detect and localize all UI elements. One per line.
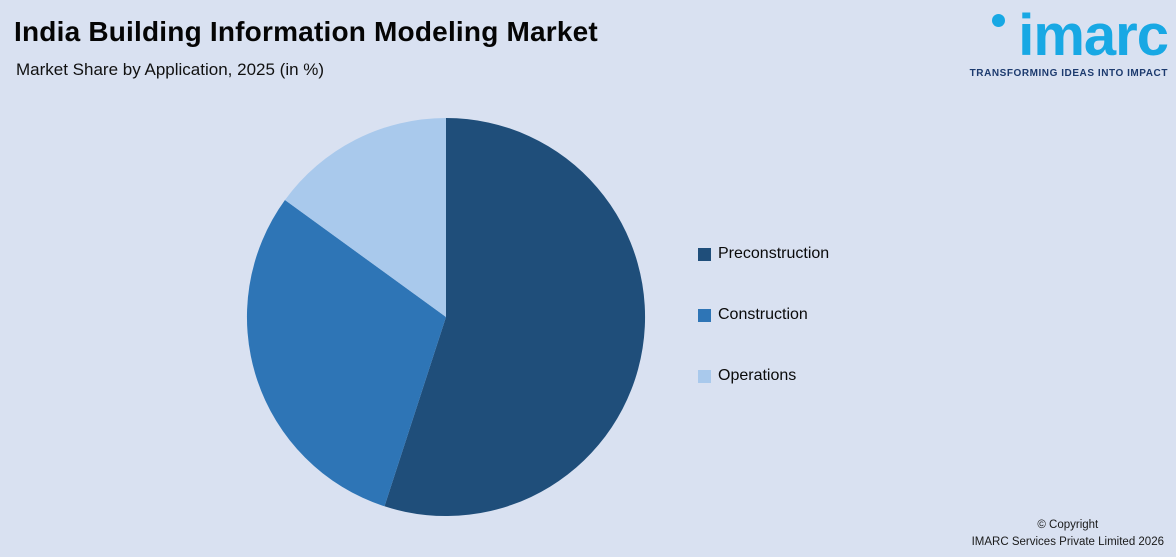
copyright-line1: © Copyright (1037, 519, 1099, 531)
legend-label: Preconstruction (718, 245, 830, 262)
imarc-logo: imarc TRANSFORMING IDEAS INTO IMPACT (938, 3, 1169, 80)
legend-swatch-icon (698, 369, 711, 383)
pie-chart-container (237, 108, 655, 526)
legend-item-construction: Construction (698, 306, 829, 324)
page-subtitle: Market Share by Application, 2025 (in %) (16, 60, 325, 79)
legend-label: Operations (718, 367, 797, 384)
legend-swatch-icon (698, 247, 711, 261)
pie-slice-operations (284, 117, 446, 317)
logo-dot-icon (992, 14, 1005, 27)
logo-wordmark: imarc (1018, 3, 1169, 68)
legend-label: Construction (718, 306, 808, 323)
page-title: India Building Information Modeling Mark… (14, 16, 598, 47)
copyright-footer: © Copyright IMARC Services Private Limit… (972, 517, 1164, 551)
chart-legend: Preconstruction Construction Operations (698, 245, 829, 385)
pie-chart (246, 117, 646, 517)
pie-slice-construction (246, 199, 446, 507)
legend-item-operations: Operations (698, 367, 829, 385)
copyright-line2: IMARC Services Private Limited 2026 (971, 536, 1164, 548)
logo-tagline: TRANSFORMING IDEAS INTO IMPACT (969, 68, 1168, 79)
legend-swatch-icon (698, 308, 711, 322)
pie-slice-preconstruction (384, 117, 646, 517)
legend-item-preconstruction: Preconstruction (698, 245, 829, 263)
